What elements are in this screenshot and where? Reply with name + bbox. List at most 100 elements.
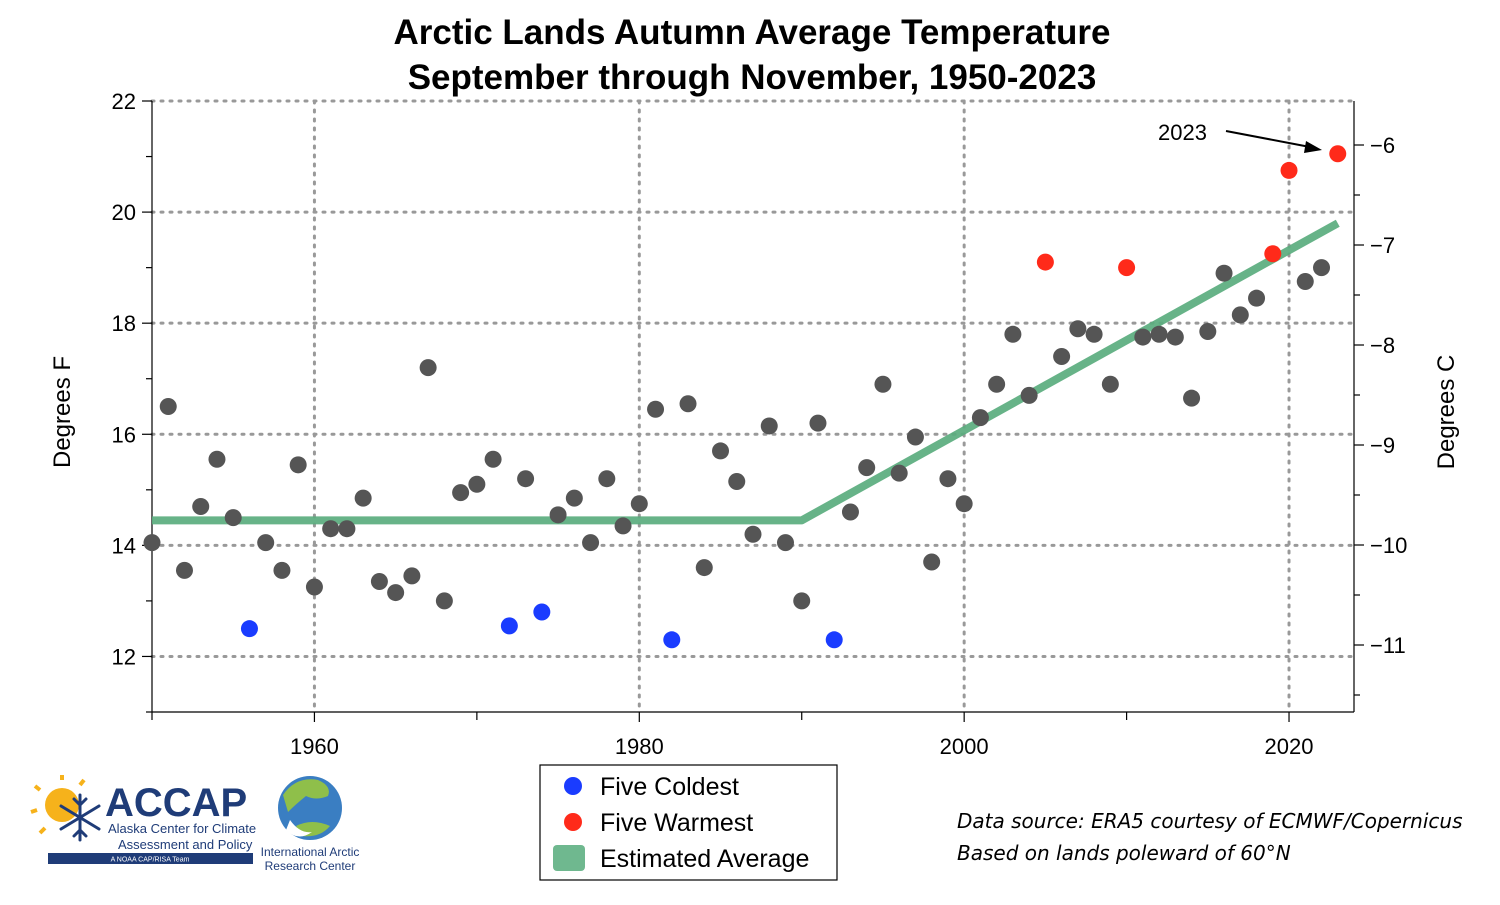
legend: Five Coldest Five Warmest Estimated Aver… [539, 764, 838, 881]
y-right-tick-label-2: −8 [1370, 333, 1395, 358]
data-point-annual-1950 [143, 534, 161, 552]
data-point-five-warmest-2020 [1280, 161, 1298, 179]
data-point-annual-2002 [988, 375, 1006, 393]
x-tick-label-1: 1980 [615, 734, 664, 759]
x-tick-label-0: 1960 [290, 734, 339, 759]
region-note: Based on lands poleward of 60°N [957, 841, 1291, 865]
accap-name-line2: Assessment and Policy [118, 837, 253, 852]
data-point-annual-1999 [939, 470, 957, 488]
data-point-annual-2003 [1004, 325, 1022, 343]
data-point-annual-1954 [208, 450, 226, 468]
tick-labels: 12 14 16 18 20 22 1960 1980 2000 2020 −6 −7 −8 −9 −10 −… [112, 89, 1408, 759]
data-point-annual-1955 [224, 509, 242, 527]
data-point-annual-1967 [419, 359, 437, 377]
y-tick-label-5: 22 [112, 89, 136, 114]
data-point-annual-1990 [793, 592, 811, 610]
data-point-annual-1952 [175, 561, 193, 579]
data-point-annual-1988 [760, 417, 778, 435]
series-line-estimated-average [152, 219, 1340, 525]
data-point-annual-1968 [435, 592, 453, 610]
data-point-annual-1978 [598, 470, 616, 488]
data-point-annual-2015 [1199, 323, 1217, 341]
estimated-average-line [152, 219, 1340, 525]
data-points [143, 145, 1347, 649]
data-point-five-coldest-1974 [533, 603, 551, 621]
y-right-tick-label-0: −6 [1370, 133, 1395, 158]
data-point-annual-2013 [1166, 328, 1184, 346]
data-point-annual-1962 [338, 520, 356, 538]
data-point-annual-1966 [403, 567, 421, 585]
data-point-annual-2011 [1134, 328, 1152, 346]
data-point-annual-2009 [1101, 375, 1119, 393]
data-point-annual-1959 [289, 456, 307, 474]
data-point-annual-2012 [1150, 325, 1168, 343]
data-point-five-warmest-2019 [1264, 245, 1282, 263]
legend-marker-average [553, 845, 585, 871]
data-point-annual-2022 [1313, 259, 1331, 277]
data-point-annual-1980 [630, 495, 648, 513]
data-point-annual-2021 [1296, 273, 1314, 291]
data-point-annual-2014 [1183, 389, 1201, 407]
data-point-annual-1957 [257, 534, 275, 552]
data-point-annual-2004 [1020, 386, 1038, 404]
chart-title: Arctic Lands Autumn Average Temperature [393, 13, 1110, 52]
data-point-annual-2018 [1248, 289, 1266, 307]
iarc-name-line1: International Arctic [261, 845, 360, 859]
annotation-2023: 2023 [1158, 120, 1322, 153]
axes [142, 100, 1364, 722]
annotation-label: 2023 [1158, 120, 1207, 145]
data-point-annual-1951 [159, 398, 177, 415]
data-point-annual-2001 [971, 409, 989, 427]
data-point-annual-1963 [354, 489, 372, 507]
y-tick-label-2: 16 [112, 422, 136, 447]
y-tick-label-0: 12 [112, 644, 136, 669]
data-point-annual-1995 [874, 375, 892, 393]
data-point-annual-1953 [192, 497, 210, 515]
data-point-annual-1998 [923, 553, 941, 571]
data-point-annual-1969 [452, 484, 470, 502]
annotation-arrow-line [1225, 130, 1311, 148]
data-point-annual-1965 [387, 584, 405, 602]
data-point-annual-1973 [517, 470, 535, 488]
y-axis-label-right: Degrees C [1433, 355, 1460, 470]
data-point-annual-1977 [582, 534, 600, 552]
y-right-tick-label-3: −9 [1370, 433, 1395, 458]
data-point-annual-1983 [679, 395, 697, 413]
data-point-five-warmest-2005 [1036, 253, 1054, 271]
data-point-annual-2016 [1215, 264, 1233, 282]
accap-name-line1: Alaska Center for Climate [108, 821, 256, 836]
data-point-annual-1996 [890, 464, 908, 482]
data-point-annual-1964 [370, 572, 388, 590]
data-point-annual-1987 [744, 525, 762, 543]
data-point-annual-1994 [858, 459, 876, 477]
data-point-annual-1984 [695, 559, 713, 577]
legend-label-warmest: Five Warmest [600, 809, 753, 837]
data-point-annual-1976 [565, 489, 583, 507]
data-point-annual-2000 [955, 495, 973, 513]
y-right-tick-label-5: −11 [1370, 633, 1406, 658]
data-point-annual-1986 [728, 472, 746, 490]
y-right-tick-label-4: −10 [1370, 533, 1407, 558]
data-point-annual-1997 [906, 428, 924, 446]
data-point-annual-1981 [647, 400, 665, 418]
legend-label-average: Estimated Average [600, 845, 809, 873]
data-point-annual-2008 [1085, 325, 1103, 343]
data-point-annual-1961 [322, 520, 340, 538]
data-point-annual-2006 [1053, 348, 1071, 366]
legend-box [539, 764, 838, 881]
y-tick-label-3: 18 [112, 311, 136, 336]
data-point-annual-1989 [776, 534, 794, 552]
data-point-five-coldest-1992 [825, 631, 843, 649]
grid-lines [150, 99, 1356, 714]
data-point-annual-1960 [305, 578, 323, 596]
data-point-annual-1970 [468, 475, 486, 493]
data-point-five-warmest-2010 [1118, 259, 1136, 277]
x-tick-label-3: 2020 [1265, 734, 1314, 759]
data-point-annual-1993 [841, 503, 859, 521]
globe-icon [278, 776, 342, 840]
accap-bar [48, 853, 253, 864]
data-point-five-coldest-1956 [240, 620, 258, 638]
data-point-five-warmest-2023 [1329, 145, 1347, 163]
y-right-tick-label-1: −7 [1370, 233, 1395, 258]
